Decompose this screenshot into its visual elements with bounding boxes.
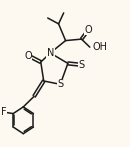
Text: S: S	[79, 60, 85, 70]
Text: O: O	[24, 51, 32, 61]
Text: O: O	[85, 25, 92, 35]
Text: OH: OH	[92, 42, 107, 52]
Text: S: S	[57, 79, 63, 89]
Text: N: N	[47, 48, 54, 58]
Text: F: F	[1, 107, 7, 117]
